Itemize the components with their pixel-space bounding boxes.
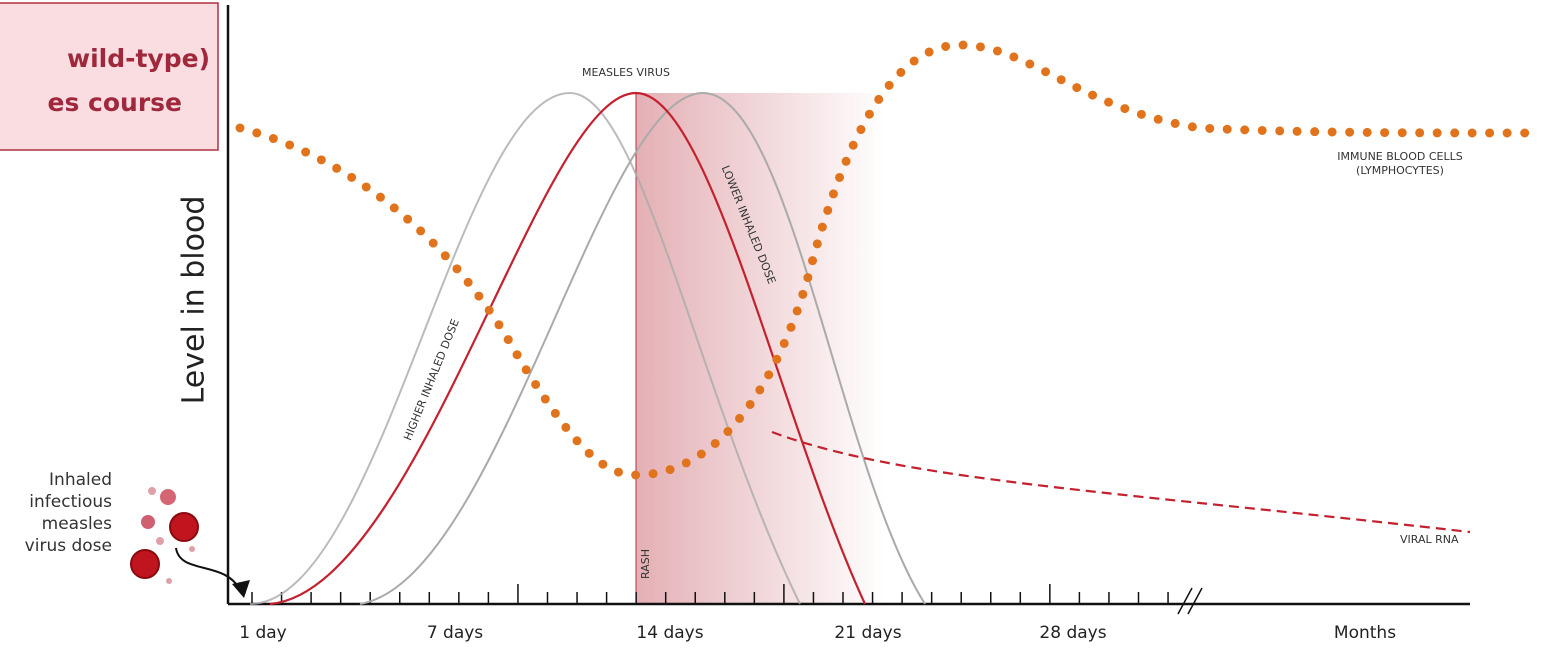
x-label: 21 days bbox=[834, 623, 901, 643]
x-label: 14 days bbox=[636, 623, 703, 643]
measles-virus-curve bbox=[269, 91, 866, 606]
x-label: 28 days bbox=[1039, 623, 1106, 643]
note-line: Inhaled bbox=[49, 470, 112, 490]
arrow bbox=[175, 547, 241, 591]
note-line: infectious bbox=[29, 492, 112, 512]
note-line: virus dose bbox=[25, 536, 112, 556]
rash-band bbox=[636, 93, 886, 604]
x-label: 1 day bbox=[239, 623, 287, 643]
title-line: wild-type) bbox=[67, 44, 210, 73]
axis-break bbox=[1177, 587, 1193, 615]
virus-particles bbox=[130, 487, 199, 584]
lower-dose-curve bbox=[359, 91, 926, 605]
immune-label: IMMUNE BLOOD CELLS bbox=[1337, 150, 1462, 163]
y-axis-label: Level in blood bbox=[177, 196, 212, 405]
immune-label: (LYMPHOCYTES) bbox=[1356, 164, 1444, 177]
virus-label: MEASLES VIRUS bbox=[582, 66, 670, 79]
note-line: measles bbox=[42, 514, 112, 534]
viral-rna-label: VIRAL RNA bbox=[1400, 533, 1459, 546]
higher-dose-curve bbox=[249, 91, 801, 605]
title-line: es course bbox=[48, 88, 183, 117]
x-label: Months bbox=[1334, 623, 1396, 643]
title-box bbox=[0, 2, 219, 151]
x-label: 7 days bbox=[427, 623, 483, 643]
axis-break bbox=[1187, 587, 1203, 615]
rash-label: RASH bbox=[639, 549, 652, 579]
ticks bbox=[251, 584, 1169, 604]
higher-dose-label: HIGHER INHALED DOSE bbox=[401, 317, 462, 442]
viral-rna-curve bbox=[771, 430, 1471, 534]
lymphocytes-curve bbox=[235, 40, 1544, 480]
arrow-head bbox=[232, 580, 250, 598]
